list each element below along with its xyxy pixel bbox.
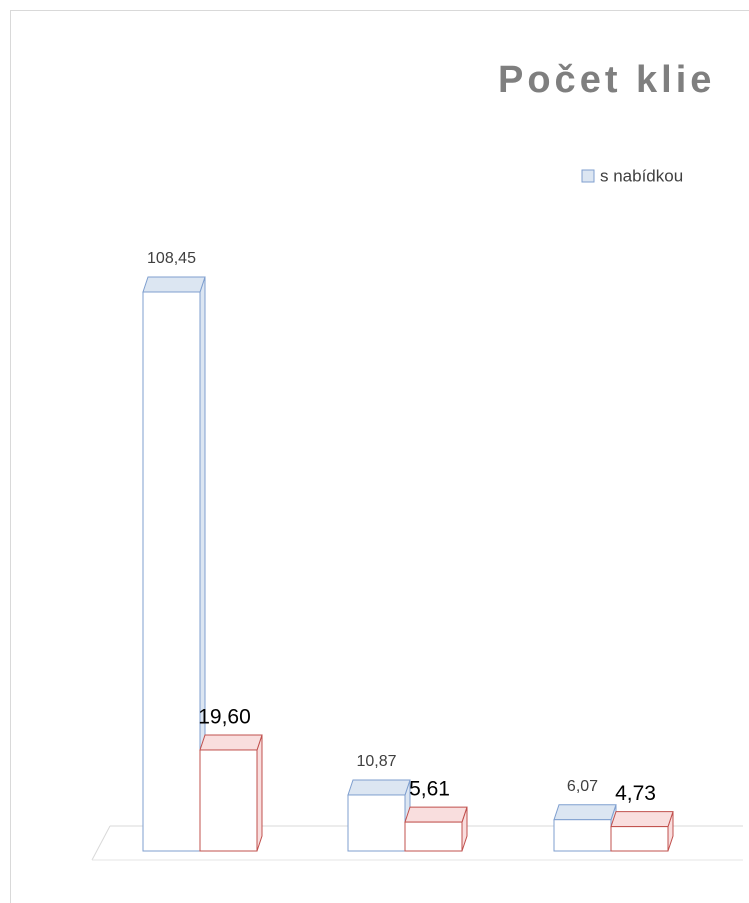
data-label: 4,73	[615, 782, 656, 805]
bar	[610, 826, 669, 852]
bar-top	[610, 811, 674, 828]
chart-title: Počet klie	[498, 59, 715, 101]
chart-frame	[10, 10, 749, 903]
legend-label: s nabídkou	[600, 166, 683, 185]
floor-edge	[91, 825, 111, 861]
legend-swatch	[581, 169, 595, 183]
bar	[347, 794, 406, 852]
bar-top	[553, 804, 617, 821]
data-label: 5,61	[409, 778, 450, 801]
data-label: 108,45	[147, 250, 196, 267]
plot-area: Počet klie s nabídkou 108,45 10,87 6,07 19,…	[91, 59, 743, 861]
bar	[553, 819, 612, 852]
bar	[199, 749, 258, 852]
bar-top	[142, 276, 206, 293]
data-label: 10,87	[356, 753, 396, 770]
data-label: 19,60	[198, 706, 251, 729]
bar-top	[199, 734, 263, 751]
bar-side	[256, 734, 263, 852]
bar-top	[404, 806, 468, 823]
bar	[142, 291, 201, 852]
data-label: 6,07	[567, 778, 598, 795]
bar-top	[347, 779, 411, 796]
bar	[404, 821, 463, 852]
